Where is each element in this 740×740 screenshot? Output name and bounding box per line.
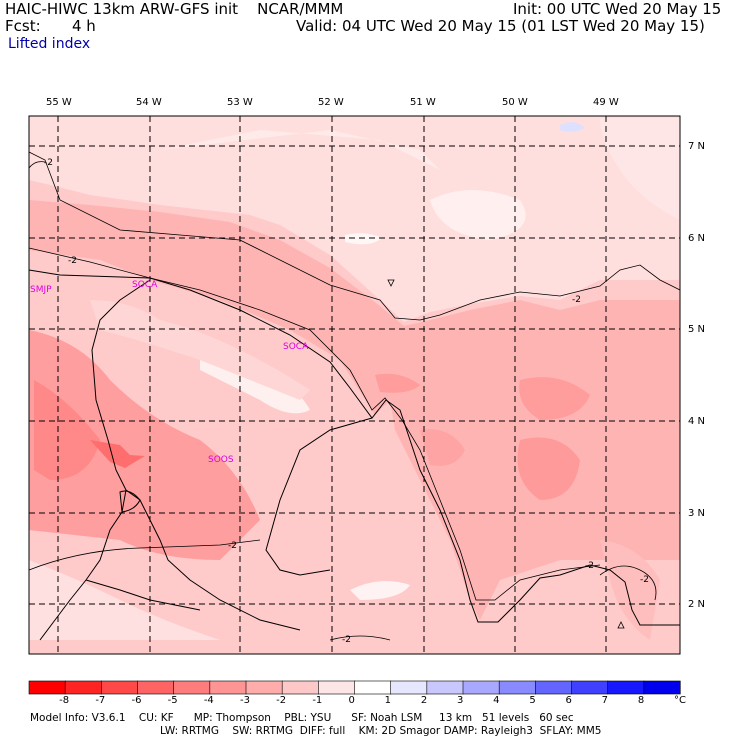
colorbar-swatch <box>498 680 536 695</box>
colorbar-label: 8 <box>637 695 645 706</box>
colorbar-swatch <box>426 680 464 695</box>
contour-label: -2 <box>585 561 594 571</box>
colorbar-swatch <box>209 680 247 695</box>
colorbar-unit: °C <box>674 695 686 706</box>
station-smjp: SMJP <box>30 285 52 295</box>
lat-label: 5 N <box>688 324 706 335</box>
colorbar-swatch <box>245 680 283 695</box>
colorbar-label: -3 <box>240 695 250 706</box>
lat-label: 6 N <box>688 233 706 244</box>
lat-label: 7 N <box>688 141 706 152</box>
contour-label: -2 <box>342 635 351 645</box>
valid-time: Valid: 04 UTC Wed 20 May 15 (01 LST Wed … <box>296 17 705 35</box>
lat-label: 2 N <box>688 599 706 610</box>
triangle-marker <box>387 279 395 287</box>
map-frame <box>28 115 681 655</box>
colorbar-swatch <box>28 680 66 695</box>
colorbar-label: -7 <box>95 695 106 706</box>
contour-value-labels: -2 -2 -2 -2 -2 -2 -2 <box>44 158 649 645</box>
lon-label: 53 W <box>227 97 253 108</box>
colorbar-label: -2 <box>276 695 287 706</box>
forecast-label: Fcst: <box>5 17 41 35</box>
lon-label: 54 W <box>136 97 162 108</box>
colorbar-swatch <box>390 680 428 695</box>
model-info-line2: LW: RRTMG SW: RRTMG DIFF: full KM: 2D Sm… <box>160 725 602 737</box>
contour-label: -2 <box>640 575 649 585</box>
lat-label: 3 N <box>688 508 706 519</box>
colorbar-label: -4 <box>203 695 214 706</box>
lat-label: 4 N <box>688 416 706 427</box>
colorbar-swatch <box>462 680 500 695</box>
init-time: Init: 00 UTC Wed 20 May 15 <box>513 0 722 18</box>
colorbar-swatch <box>571 680 609 695</box>
contour-label: -2 <box>228 541 237 551</box>
colorbar-swatch <box>101 680 139 695</box>
colorbar-label: -8 <box>59 695 70 706</box>
lon-label: 51 W <box>410 97 436 108</box>
contour-lines <box>28 151 681 641</box>
colorbar-label: 1 <box>384 695 392 706</box>
forecast-hours: 4 h <box>72 17 96 35</box>
colorbar-label: 3 <box>457 695 464 706</box>
colorbar-swatch <box>643 680 681 695</box>
field-name: Lifted index <box>8 36 91 52</box>
station-soca-west: SOCA <box>132 280 158 290</box>
colorbar-label: 0 <box>348 695 355 706</box>
model-title: HAIC-HIWC 13km ARW-GFS init NCAR/MMM <box>5 0 344 18</box>
triangle-marker <box>617 621 625 629</box>
colorbar-label: -1 <box>312 695 323 706</box>
colorbar-swatch <box>535 680 573 695</box>
colorbar-label: 6 <box>565 695 572 706</box>
colorbar-label: 4 <box>493 695 500 706</box>
lon-label: 50 W <box>502 97 528 108</box>
colorbar-swatch <box>64 680 102 695</box>
lon-label: 52 W <box>318 97 344 108</box>
contour-label: -2 <box>572 295 581 305</box>
contour-label: -2 <box>44 158 53 168</box>
graticule <box>29 116 680 654</box>
station-soca: SOCA <box>283 342 309 352</box>
station-soos: SOOS <box>208 455 234 465</box>
colorbar-swatch <box>173 680 211 695</box>
contour-label: -2 <box>68 256 77 266</box>
lon-label: 55 W <box>46 97 72 108</box>
colorbar-label: -5 <box>167 695 178 706</box>
colorbar-label: 5 <box>529 695 536 706</box>
colorbar-swatch <box>281 680 319 695</box>
colorbar-swatch <box>607 680 645 695</box>
colorbar-label: -6 <box>131 695 142 706</box>
coastlines <box>28 269 680 641</box>
model-info-line1: Model Info: V3.6.1 CU: KF MP: Thompson P… <box>30 712 574 724</box>
colorbar-label: 7 <box>601 695 609 706</box>
colorbar-swatch <box>354 680 392 695</box>
colorbar-swatch <box>137 680 175 695</box>
lifted-index-field <box>29 116 680 654</box>
colorbar <box>28 680 681 695</box>
lon-label: 49 W <box>593 97 619 108</box>
colorbar-swatch <box>318 680 356 695</box>
colorbar-label: 2 <box>420 695 428 706</box>
